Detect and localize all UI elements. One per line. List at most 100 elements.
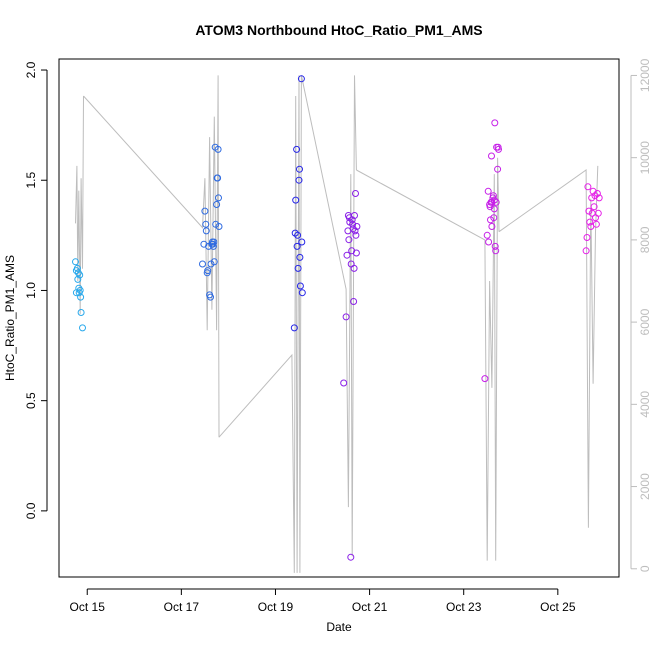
data-point <box>296 282 304 290</box>
data-point <box>489 192 497 200</box>
secondary-y-tick-label: 6000 <box>638 308 650 335</box>
data-point <box>352 231 360 239</box>
data-point <box>293 242 301 250</box>
secondary-y-tick-label: 2000 <box>638 473 650 500</box>
data-point <box>215 223 223 230</box>
data-point <box>352 249 360 257</box>
data-point <box>351 227 359 235</box>
data-point <box>294 231 302 239</box>
data-point <box>589 187 597 195</box>
data-point <box>298 238 306 246</box>
data-point <box>202 220 210 228</box>
y-tick-label: 0.5 <box>24 392 38 409</box>
data-point <box>209 242 217 250</box>
data-point <box>582 247 590 255</box>
data-point <box>592 220 600 228</box>
data-point <box>490 205 498 213</box>
data-point <box>353 223 361 230</box>
data-point <box>350 298 358 305</box>
x-axis-label: Date <box>326 620 352 634</box>
data-point <box>294 264 302 272</box>
secondary-y-tick-label: 10000 <box>638 141 650 175</box>
x-tick-label: Oct 21 <box>352 600 388 614</box>
altitude-line <box>498 165 599 528</box>
data-point <box>488 198 496 206</box>
data-point <box>204 267 212 275</box>
data-point <box>213 201 221 208</box>
data-point <box>492 198 500 206</box>
y-tick-label: 1.0 <box>24 282 38 299</box>
data-point <box>342 313 350 321</box>
altitude-line <box>300 75 357 557</box>
data-point <box>484 187 492 195</box>
data-point <box>199 260 206 268</box>
data-point <box>351 212 358 219</box>
data-point <box>290 324 298 332</box>
x-tick-label: Oct 25 <box>540 600 576 614</box>
data-point <box>352 190 359 197</box>
data-point <box>340 379 348 387</box>
altitude-line <box>75 95 84 314</box>
data-point <box>207 293 214 301</box>
chart-title: ATOM3 Northbound HtoC_Ratio_PM1_AMS <box>195 22 482 38</box>
data-point <box>481 375 489 383</box>
data-point <box>76 286 84 294</box>
axes-layer: Oct 15 Oct 17 Oct 19 Oct 21 Oct 23 Oct 25 0.0 0… <box>24 58 650 614</box>
data-point <box>345 236 353 244</box>
data-point <box>72 258 79 266</box>
data-point <box>297 75 305 83</box>
altitude-line <box>356 157 500 561</box>
data-point <box>583 234 591 241</box>
data-point <box>201 207 209 215</box>
data-point <box>591 192 599 200</box>
y-tick-label: 2.0 <box>24 61 38 78</box>
data-point <box>295 176 303 184</box>
data-point <box>593 190 601 197</box>
secondary-y-tick-label: 8000 <box>638 226 650 253</box>
data-point <box>214 174 222 182</box>
secondary-y-tick-label: 12000 <box>638 58 650 92</box>
altitude-line-layer <box>75 75 599 573</box>
data-point <box>483 231 491 239</box>
data-point <box>486 203 494 211</box>
data-point <box>293 145 301 153</box>
data-point <box>296 165 303 173</box>
data-point <box>584 183 592 191</box>
data-point <box>350 264 358 272</box>
data-points-layer <box>72 75 603 561</box>
plot-frame <box>58 58 620 578</box>
data-point <box>491 119 499 127</box>
y-tick-label: 1.5 <box>24 172 38 189</box>
data-point <box>595 194 603 202</box>
data-point <box>291 229 299 237</box>
data-point <box>485 238 493 246</box>
data-point <box>210 238 218 246</box>
data-point <box>72 289 80 297</box>
data-point <box>74 275 82 283</box>
data-point <box>488 152 495 160</box>
data-point <box>488 223 496 230</box>
x-tick-label: Oct 23 <box>446 600 482 614</box>
data-point <box>349 225 357 233</box>
data-point <box>76 271 84 279</box>
data-point <box>586 218 594 226</box>
data-point <box>292 196 300 204</box>
data-point <box>347 553 355 561</box>
data-point <box>73 264 81 272</box>
secondary-y-tick-label: 0 <box>638 565 650 572</box>
data-point <box>296 253 304 261</box>
data-point <box>492 247 500 255</box>
y-tick-label: 0.0 <box>24 502 38 519</box>
data-point <box>77 309 85 316</box>
data-point <box>298 289 306 297</box>
data-point <box>495 145 502 153</box>
altitude-line <box>218 75 302 573</box>
data-point <box>210 258 218 266</box>
data-point <box>215 194 222 202</box>
data-point <box>594 209 602 217</box>
x-tick-label: Oct 17 <box>164 600 200 614</box>
secondary-y-tick-label: 4000 <box>638 391 650 418</box>
y-axis-label: HtoC_Ratio_PM1_AMS <box>3 255 17 381</box>
data-point <box>494 165 502 173</box>
